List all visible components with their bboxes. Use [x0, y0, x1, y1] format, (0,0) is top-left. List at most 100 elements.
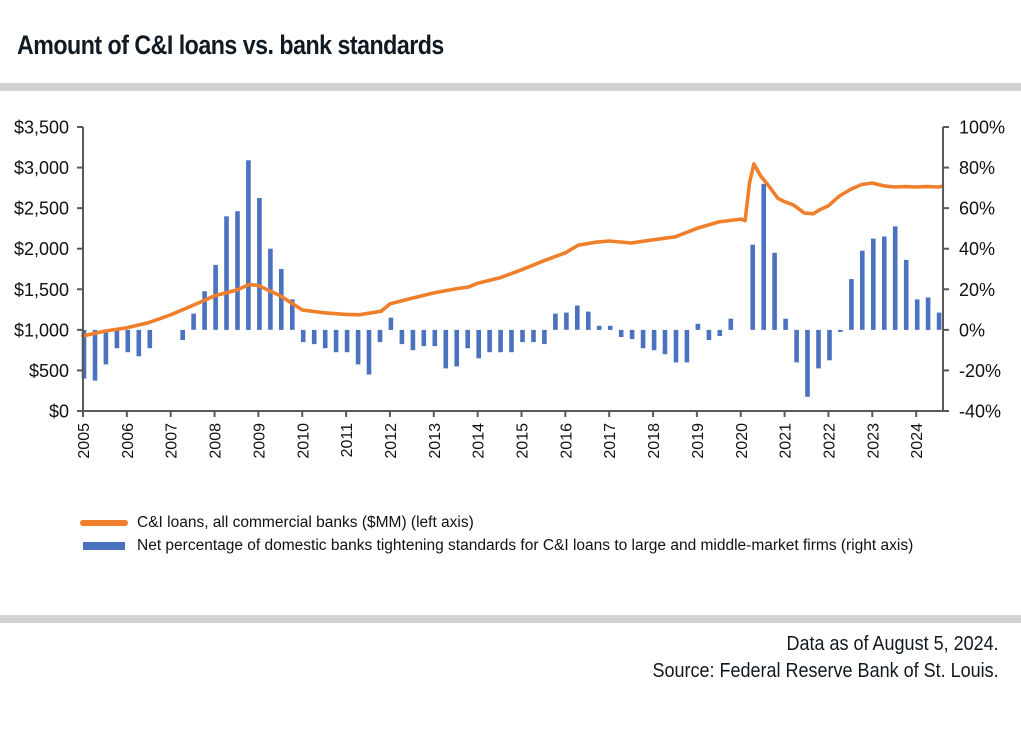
x-tick-label: 2012	[383, 423, 400, 459]
right-tick-label: -40%	[959, 402, 1001, 422]
bar	[936, 312, 942, 330]
bar	[344, 329, 350, 353]
x-tick-label: 2018	[646, 423, 663, 459]
bar	[377, 329, 383, 343]
x-tick-label: 2019	[690, 423, 707, 459]
left-tick-label: $2,000	[14, 239, 69, 259]
bar	[596, 325, 602, 330]
bar	[520, 329, 525, 343]
bar	[454, 329, 459, 367]
bar	[794, 329, 799, 363]
bar	[147, 329, 153, 349]
bar	[542, 329, 547, 345]
bar	[388, 317, 394, 330]
footer: Data as of August 5, 2024. Source: Feder…	[653, 631, 999, 685]
bar	[761, 183, 766, 330]
x-tick-label: 2006	[120, 423, 137, 459]
x-tick-label: 2022	[821, 423, 838, 459]
bar	[257, 198, 262, 330]
x-tick-label: 2020	[734, 423, 751, 459]
bar	[827, 329, 832, 361]
bar	[355, 329, 361, 365]
axes: $0 $500 $1,000 $1,500 $2,000 $2,500 $3,000 $3,5…	[14, 118, 1005, 459]
x-tick-label: 2005	[76, 423, 93, 459]
bar	[476, 329, 481, 359]
legend-item-tightening: Net percentage of domestic banks tighten…	[80, 534, 913, 557]
bar	[224, 216, 229, 330]
line-series	[81, 162, 945, 338]
bar	[805, 329, 810, 397]
legend: C&I loans, all commercial banks ($MM) (l…	[80, 511, 913, 557]
bar	[487, 329, 492, 353]
legend-swatch-line	[80, 519, 128, 526]
bar	[399, 329, 405, 345]
bar	[871, 238, 876, 330]
bar	[92, 329, 98, 381]
chart-title: Amount of C&I loans vs. bank standards	[17, 30, 444, 60]
legend-label-tightening: Net percentage of domestic banks tighten…	[137, 536, 914, 554]
x-tick-label: 2021	[778, 423, 795, 459]
bar	[607, 325, 613, 330]
bar	[925, 297, 931, 330]
bar	[695, 323, 701, 330]
chart-area: $0 $500 $1,000 $1,500 $2,000 $2,500 $3,000 $3,5…	[14, 118, 1005, 459]
legend-label-loans: C&I loans, all commercial banks ($MM) (l…	[137, 513, 474, 531]
left-tick-label: $1,000	[14, 320, 69, 340]
bar	[882, 236, 887, 330]
bar	[673, 329, 679, 363]
bar	[783, 318, 788, 330]
bar	[180, 329, 185, 340]
bar	[279, 269, 284, 330]
bar	[750, 244, 755, 330]
bar	[553, 313, 558, 330]
right-tick-label: 100%	[959, 118, 1005, 138]
x-tick-label: 2011	[339, 423, 356, 458]
bar	[838, 329, 843, 332]
right-tick-label: 20%	[959, 280, 995, 300]
bar	[629, 329, 635, 339]
x-tick-label: 2008	[208, 423, 225, 459]
bar	[498, 329, 503, 353]
left-tick-label: $1,500	[14, 280, 69, 300]
bar	[564, 312, 569, 330]
right-tick-label: -20%	[959, 361, 1001, 381]
bar	[311, 329, 317, 345]
bar	[465, 329, 470, 349]
bar	[903, 259, 909, 330]
x-tick-label: 2009	[251, 423, 268, 459]
left-tick-label: $2,500	[14, 199, 69, 219]
bar	[300, 329, 306, 343]
bar	[728, 318, 734, 330]
bar	[432, 329, 438, 347]
legend-swatch-bar	[83, 541, 125, 550]
bar	[892, 226, 898, 330]
left-tick-label: $0	[49, 402, 69, 422]
bar	[531, 329, 536, 343]
right-tick-label: 80%	[959, 158, 995, 178]
data-as-of: Data as of August 5, 2024.	[786, 633, 999, 655]
bar	[290, 299, 295, 330]
x-tick-label: 2024	[909, 423, 926, 459]
left-tick-label: $3,500	[14, 118, 69, 138]
bar	[235, 211, 240, 330]
x-tick-label: 2014	[471, 423, 488, 459]
bar	[860, 250, 865, 330]
bar	[509, 329, 514, 353]
bar	[849, 279, 854, 330]
bar	[421, 329, 427, 347]
source-note: Source: Federal Reserve Bank of St. Loui…	[652, 660, 999, 682]
bar	[575, 305, 580, 330]
bar	[322, 329, 328, 349]
bar	[684, 329, 690, 363]
bar	[586, 311, 591, 330]
bar	[662, 329, 668, 355]
bar	[103, 329, 109, 365]
x-tick-label: 2013	[427, 423, 444, 459]
x-tick-label: 2007	[164, 423, 181, 459]
bottom-divider	[0, 615, 1021, 623]
bar	[640, 329, 646, 349]
x-tick-label: 2015	[515, 423, 532, 459]
right-tick-label: 60%	[959, 199, 995, 219]
bar	[443, 329, 449, 369]
bar	[618, 329, 624, 337]
